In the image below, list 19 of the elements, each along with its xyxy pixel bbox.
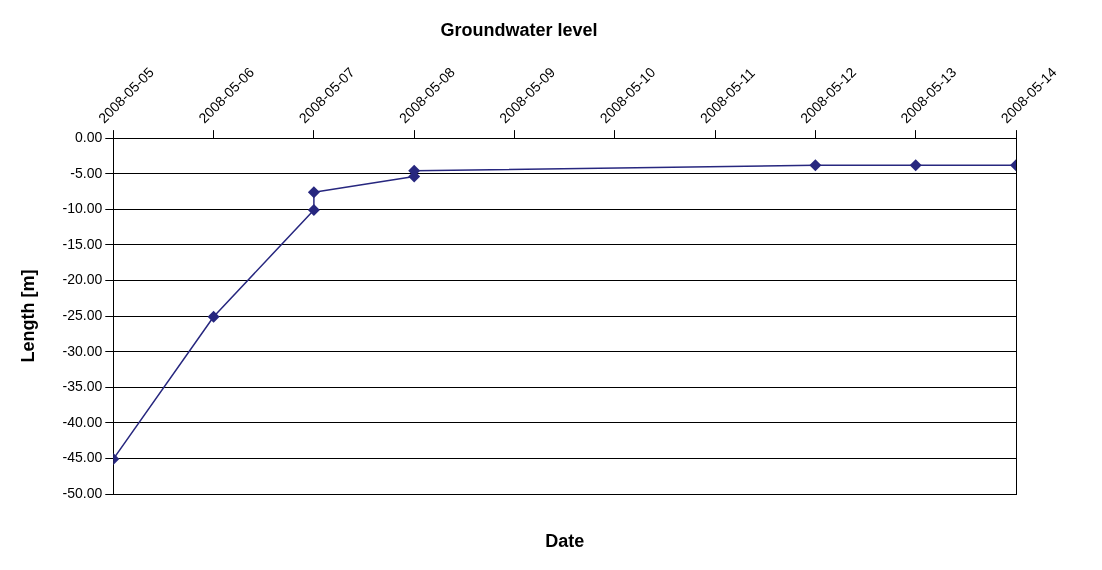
x-axis-title: Date [545, 530, 585, 551]
y-tick-label: -30.00 [62, 342, 103, 359]
y-tick-label: -15.00 [62, 235, 103, 252]
y-tick-label: -50.00 [62, 484, 103, 501]
y-tick-label: -25.00 [62, 306, 103, 323]
point [809, 159, 822, 172]
y-tick-label: -5.00 [70, 164, 103, 181]
y-axis-title: Length [m] [17, 269, 38, 363]
y-tick-label: -45.00 [62, 449, 103, 466]
y-tick-label: -35.00 [62, 378, 103, 395]
point [207, 310, 220, 323]
y-tick-label: 0.00 [75, 128, 103, 145]
chart-title: Groundwater level [440, 19, 598, 40]
point [909, 159, 922, 172]
y-tick-label: -10.00 [62, 200, 103, 217]
y-tick-label: -40.00 [62, 413, 103, 430]
y-tick-label: -20.00 [62, 271, 103, 288]
point [307, 204, 320, 217]
point [307, 186, 320, 199]
